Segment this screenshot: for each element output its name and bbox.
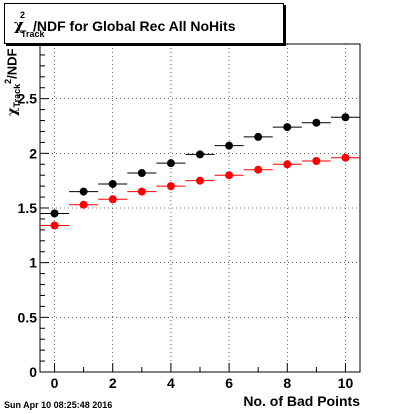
y-axis-subscript: Track bbox=[11, 83, 22, 108]
y-axis-chi-symbol: χ bbox=[5, 107, 21, 116]
x-tick-label: 2 bbox=[109, 375, 117, 391]
data-point bbox=[50, 209, 59, 218]
chart-title: /NDF for Global Rec All NoHits bbox=[33, 18, 236, 34]
data-point bbox=[225, 171, 234, 180]
timestamp-footer: Sun Apr 10 08:25:48 2016 bbox=[4, 400, 113, 410]
data-point bbox=[166, 159, 175, 168]
data-point bbox=[312, 118, 321, 127]
data-point bbox=[196, 176, 204, 185]
y-tick-label: 1.5 bbox=[18, 200, 38, 216]
data-point bbox=[254, 132, 263, 141]
y-tick-label: 0 bbox=[29, 364, 37, 380]
data-point bbox=[108, 179, 117, 188]
y-tick-label: 0.5 bbox=[18, 309, 38, 325]
x-tick-label: 0 bbox=[51, 375, 59, 391]
data-point bbox=[196, 150, 204, 159]
data-point bbox=[283, 123, 292, 132]
data-point bbox=[312, 156, 321, 165]
data-point bbox=[225, 141, 234, 150]
y-tick-label: 2 bbox=[29, 145, 37, 161]
data-point bbox=[341, 113, 350, 122]
data-point bbox=[341, 153, 350, 162]
y-tick-label: 2.5 bbox=[18, 91, 38, 107]
x-tick-label: 6 bbox=[225, 375, 233, 391]
data-point bbox=[166, 182, 175, 191]
y-tick-label: 1 bbox=[29, 255, 37, 271]
chart-title-box: χ 2 Track /NDF for Global Rec All NoHits bbox=[4, 3, 284, 44]
data-point bbox=[108, 195, 117, 204]
x-tick-label: 8 bbox=[283, 375, 291, 391]
data-point bbox=[79, 200, 88, 209]
y-axis-superscript: 2 bbox=[3, 78, 13, 84]
data-point bbox=[137, 187, 146, 196]
y-axis-label: /NDF bbox=[4, 48, 20, 79]
data-point bbox=[137, 169, 146, 178]
data-point bbox=[50, 221, 59, 230]
data-point bbox=[283, 160, 292, 169]
title-superscript: 2 bbox=[20, 10, 26, 20]
title-chi-symbol: χ bbox=[14, 16, 24, 34]
y-axis-label-group: χTrack2/NDF bbox=[3, 49, 22, 116]
x-tick-label: 10 bbox=[338, 375, 354, 391]
data-point bbox=[254, 165, 263, 174]
x-tick-label: 4 bbox=[167, 375, 175, 391]
data-point bbox=[79, 187, 88, 196]
x-axis-label: No. of Bad Points bbox=[243, 393, 360, 409]
title-subscript: Track bbox=[21, 29, 45, 39]
